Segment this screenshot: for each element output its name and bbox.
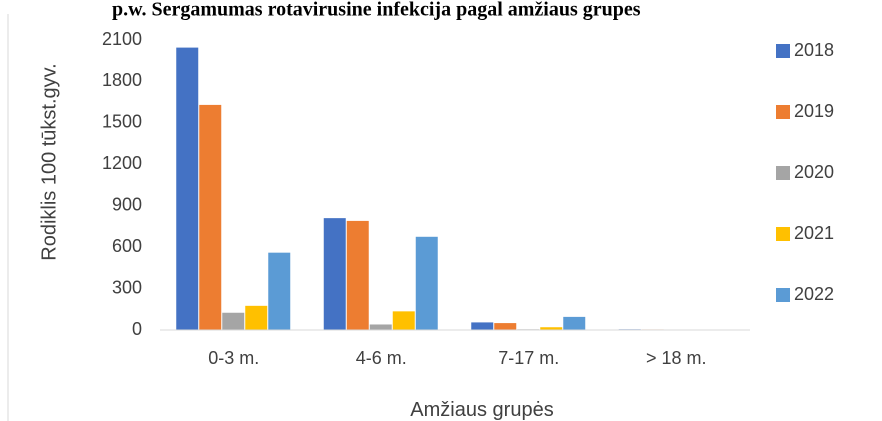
bar-2018-3 [471,322,494,330]
bar-2022-2 [415,236,438,330]
bar-2020-1 [222,312,245,330]
bar-2021-2 [392,311,415,330]
bar-2019-1 [199,104,222,331]
legend-label-2021: 2021 [794,223,834,243]
x-axis-ticks: 0-3 m. 4-6 m. 7-17 m. > 18 m. [208,348,706,368]
bar-2021-3 [540,327,563,330]
x-tick-label: 7-17 m. [498,348,559,368]
x-tick-label: 4-6 m. [356,348,407,368]
y-tick-label: 1800 [102,70,142,90]
y-tick-label: 1200 [102,153,142,173]
bar-2021-1 [245,305,268,330]
legend: 2018 2019 2020 2021 2022 [776,40,834,304]
page-title: p.w. Sergamumas rotavirusine infekcija p… [112,0,641,21]
y-axis-ticks: 0 300 600 900 1200 1500 1800 2100 [102,29,142,339]
bar-2018-1 [176,47,199,330]
y-tick-label: 300 [112,277,142,297]
bar-2022-1 [268,252,291,330]
legend-label-2018: 2018 [794,40,834,60]
legend-label-2020: 2020 [794,162,834,182]
y-tick-label: 900 [112,194,142,214]
bar-2022-3 [563,316,586,330]
legend-swatch-2020 [776,166,790,180]
x-tick-label: 0-3 m. [208,348,259,368]
x-axis-title: Amžiaus grupės [410,399,553,421]
legend-swatch-2022 [776,288,790,302]
x-tick-label: > 18 m. [646,348,707,368]
bar-2018-2 [323,218,346,330]
y-tick-label: 600 [112,236,142,256]
legend-label-2022: 2022 [794,284,834,304]
bar-2019-3 [494,323,517,330]
bars [176,47,733,331]
bar-2019-2 [346,220,369,330]
y-tick-label: 0 [132,319,142,339]
legend-swatch-2021 [776,227,790,241]
legend-label-2019: 2019 [794,101,834,121]
legend-swatch-2019 [776,105,790,119]
y-tick-label: 2100 [102,29,142,49]
y-axis-title: Rodiklis 100 tūkst.gyv. [38,63,60,261]
bar-2020-2 [369,324,392,330]
y-tick-label: 1500 [102,112,142,132]
legend-swatch-2018 [776,44,790,58]
